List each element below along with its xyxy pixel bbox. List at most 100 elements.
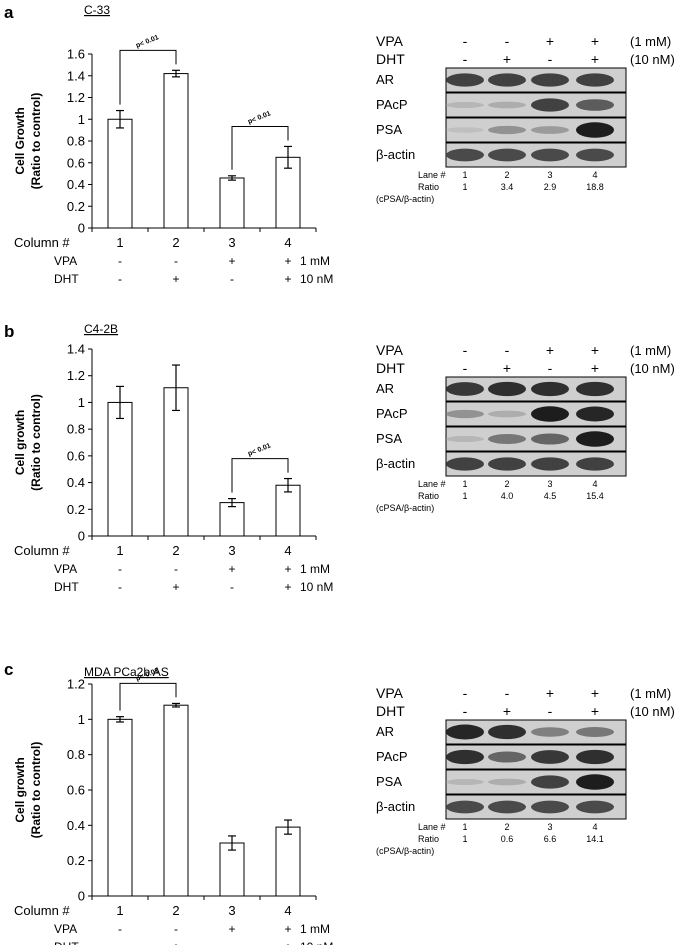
- ratio-value: 4.0: [501, 491, 514, 501]
- cell-line-label: MDA PCa2b AS: [84, 665, 169, 679]
- bar-column-3: [219, 842, 245, 897]
- ratio-value: 1: [462, 491, 467, 501]
- blot-band: [531, 406, 569, 422]
- blot-band: [446, 382, 484, 396]
- vpa-sign: +: [228, 254, 235, 268]
- y-axis-title: Cell growth: [13, 757, 27, 822]
- blot-band: [576, 406, 614, 422]
- blot-dht-sign: -: [463, 703, 468, 719]
- vpa-sign: -: [174, 254, 178, 268]
- vpa-sign: -: [118, 562, 122, 576]
- panel-a: a C-33 Cell Growth (Ratio to control) 0 0.2 0.…: [0, 0, 684, 315]
- blot-row-label: PAcP: [376, 97, 408, 112]
- column-label: Column #: [14, 543, 70, 558]
- y-tick-label: 0: [78, 889, 85, 904]
- blot-band: [531, 775, 569, 789]
- y-tick-label: 0.8: [67, 422, 85, 437]
- blot-dht-sign: -: [548, 703, 553, 719]
- cell-line-label: C4-2B: [84, 322, 118, 336]
- dht-label: DHT: [54, 580, 79, 594]
- blot-vpa-sign: +: [546, 342, 554, 358]
- vpa-unit: 1 mM: [300, 922, 330, 936]
- blot-band: [446, 101, 484, 109]
- lane-number: 4: [592, 822, 597, 832]
- blot-dht-unit: (10 nM): [630, 704, 675, 719]
- blot-vpa-sign: -: [505, 33, 510, 49]
- blot-band: [531, 800, 569, 814]
- blot-row-label: AR: [376, 724, 394, 739]
- blot-dht-sign: +: [591, 51, 599, 67]
- dht-sign: +: [284, 272, 291, 286]
- lane-number: 3: [547, 822, 552, 832]
- vpa-sign: -: [118, 254, 122, 268]
- y-tick-label: 1.2: [67, 368, 85, 383]
- blot-row-label: AR: [376, 381, 394, 396]
- blot-band: [446, 749, 484, 765]
- ratio-value: 2.9: [544, 182, 557, 192]
- blot-dht-sign: +: [503, 51, 511, 67]
- y-tick-label: 1.6: [67, 47, 85, 62]
- blot-band: [488, 457, 526, 471]
- y-tick-label: 0.6: [67, 448, 85, 463]
- blot-vpa-sign: +: [546, 685, 554, 701]
- blot-dht-label: DHT: [376, 51, 405, 67]
- column-number: 2: [172, 543, 179, 558]
- y-tick-label: 1.2: [67, 90, 85, 105]
- dht-unit: 10 nM: [300, 580, 333, 594]
- significance-bracket: [231, 458, 289, 493]
- blot-band: [531, 98, 569, 112]
- blot-band: [531, 433, 569, 445]
- blot-vpa-unit: (1 mM): [630, 34, 671, 49]
- y-tick-label: 0.8: [67, 747, 85, 762]
- bar-column-4: [275, 826, 301, 897]
- column-number: 3: [228, 543, 235, 558]
- bar-column-1: [107, 118, 133, 229]
- blot-band: [446, 724, 484, 740]
- ratio-value: 14.1: [586, 834, 604, 844]
- blot-dht-sign: +: [591, 703, 599, 719]
- bar-column-2: [163, 73, 189, 229]
- y-axis-title-line2: (Ratio to control): [29, 394, 43, 491]
- ratio-label: Ratio: [418, 491, 439, 501]
- y-tick-label: 1.4: [67, 68, 85, 83]
- blot-dht-sign: -: [463, 51, 468, 67]
- blot-row-label: PAcP: [376, 749, 408, 764]
- lane-number: 1: [462, 822, 467, 832]
- lane-number: 1: [462, 170, 467, 180]
- blot-band: [576, 381, 614, 397]
- blot-band: [488, 148, 526, 162]
- lane-number: 4: [592, 170, 597, 180]
- significance-label: p< 0.01: [247, 442, 272, 457]
- dht-label: DHT: [54, 272, 79, 286]
- column-number: 1: [116, 543, 123, 558]
- vpa-sign: +: [284, 254, 291, 268]
- dht-unit: 10 nM: [300, 940, 333, 945]
- blot-band: [576, 122, 614, 138]
- dht-sign: +: [172, 272, 179, 286]
- vpa-label: VPA: [54, 562, 77, 576]
- blot-band: [488, 800, 526, 814]
- blot-band: [576, 99, 614, 111]
- column-number: 2: [172, 235, 179, 250]
- significance-bracket: [119, 682, 177, 711]
- dht-sign: +: [172, 940, 179, 945]
- y-axis-title: Cell growth: [13, 410, 27, 475]
- blot-band: [446, 148, 484, 162]
- dht-label: DHT: [54, 940, 79, 945]
- vpa-label: VPA: [54, 922, 77, 936]
- blot-band: [488, 381, 526, 397]
- y-tick-label: 0.4: [67, 475, 85, 490]
- lane-number: 2: [504, 822, 509, 832]
- vpa-unit: 1 mM: [300, 254, 330, 268]
- lane-number: 1: [462, 479, 467, 489]
- vpa-sign: -: [174, 922, 178, 936]
- lane-number: 2: [504, 479, 509, 489]
- blot-vpa-sign: +: [591, 685, 599, 701]
- vpa-sign: +: [228, 922, 235, 936]
- column-number: 4: [284, 235, 291, 250]
- ratio-value: 0.6: [501, 834, 514, 844]
- ratio-value: 1: [462, 834, 467, 844]
- blot-dht-sign: +: [503, 703, 511, 719]
- blot-row-label: PSA: [376, 431, 402, 446]
- lane-number: 3: [547, 170, 552, 180]
